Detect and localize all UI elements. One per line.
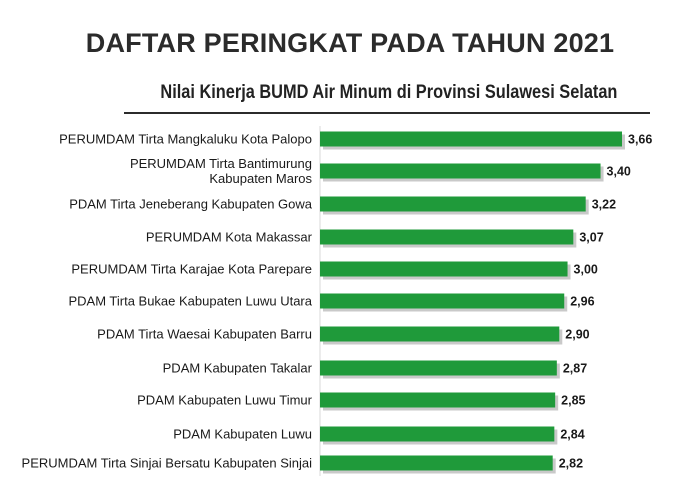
category-label: PERUMDAM Kota Makassar [146, 230, 313, 245]
bar-row: 3,66 PERUMDAM Tirta Mangkaluku Kota Palop… [59, 131, 652, 150]
bar [320, 163, 601, 179]
bar [320, 360, 557, 376]
bar [320, 426, 555, 442]
bar [320, 392, 556, 408]
category-label: PERUMDAM Tirta Bantimurung [130, 156, 312, 171]
bar-row: 3,40 PERUMDAM Tirta BantimurungKabupaten … [130, 156, 631, 186]
bar-row: 2,96 PDAM Tirta Bukae Kabupaten Luwu Utar… [68, 293, 595, 312]
bar [320, 326, 560, 342]
bar-value-label: 3,40 [607, 165, 631, 179]
category-label: PDAM Tirta Bukae Kabupaten Luwu Utara [68, 294, 312, 309]
bar-row: 2,82 PERUMDAM Tirta Sinjai Bersatu Kabupa… [22, 455, 583, 474]
category-label: PERUMDAM Tirta Karajae Kota Parepare [71, 262, 312, 277]
bar-row: 2,87 PDAM Kabupaten Takalar [163, 360, 587, 379]
bar-row: 2,85 PDAM Kabupaten Luwu Timur [137, 392, 586, 411]
bar-value-label: 3,22 [592, 198, 616, 212]
bar-value-label: 3,07 [579, 231, 603, 245]
bar-value-label: 2,82 [559, 457, 583, 471]
bar-row: 3,22 PDAM Tirta Jeneberang Kabupaten Gowa [69, 196, 616, 215]
category-label: Kabupaten Maros [209, 171, 312, 186]
bar-value-label: 3,66 [628, 133, 652, 147]
bar [320, 455, 553, 471]
bar-value-label: 2,84 [560, 428, 584, 442]
category-label: PDAM Tirta Waesai Kabupaten Barru [97, 327, 312, 342]
category-label: PERUMDAM Tirta Mangkaluku Kota Palopo [59, 132, 312, 147]
bar-value-label: 2,85 [561, 394, 585, 408]
category-label: PDAM Kabupaten Takalar [163, 361, 313, 376]
bar-value-label: 2,90 [565, 328, 589, 342]
category-label: PDAM Tirta Jeneberang Kabupaten Gowa [69, 197, 313, 212]
subtitle-underline [124, 112, 650, 114]
bar [320, 261, 568, 277]
page-title: DAFTAR PERINGKAT PADA TAHUN 2021 [85, 28, 615, 58]
bar [320, 293, 565, 309]
category-label: PDAM Kabupaten Luwu [173, 427, 312, 442]
bar-row: 3,00 PERUMDAM Tirta Karajae Kota Parepare [71, 261, 598, 280]
bar-row: 2,84 PDAM Kabupaten Luwu [173, 426, 585, 445]
bar-value-label: 3,00 [574, 263, 598, 277]
category-label: PERUMDAM Tirta Sinjai Bersatu Kabupaten … [22, 456, 313, 471]
bar-row: 2,90 PDAM Tirta Waesai Kabupaten Barru [97, 326, 590, 345]
bar [320, 229, 574, 245]
bar-row: 3,07 PERUMDAM Kota Makassar [146, 229, 604, 248]
bar [320, 131, 622, 147]
bar-value-label: 2,96 [570, 295, 594, 309]
chart-subtitle: Nilai Kinerja BUMD Air Minum di Provinsi… [160, 82, 618, 103]
category-label: PDAM Kabupaten Luwu Timur [137, 393, 313, 408]
bar [320, 196, 586, 212]
bar-value-label: 2,87 [563, 362, 587, 376]
